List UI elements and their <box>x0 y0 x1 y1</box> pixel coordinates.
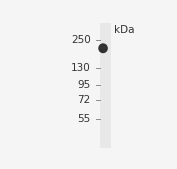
Text: kDa: kDa <box>114 26 135 35</box>
Ellipse shape <box>100 46 106 49</box>
Bar <box>100 23 111 148</box>
Ellipse shape <box>98 43 108 53</box>
Text: 250: 250 <box>71 35 91 45</box>
Text: 55: 55 <box>78 114 91 124</box>
Text: 95: 95 <box>78 80 91 90</box>
Text: 72: 72 <box>78 95 91 105</box>
Text: 130: 130 <box>71 63 91 73</box>
